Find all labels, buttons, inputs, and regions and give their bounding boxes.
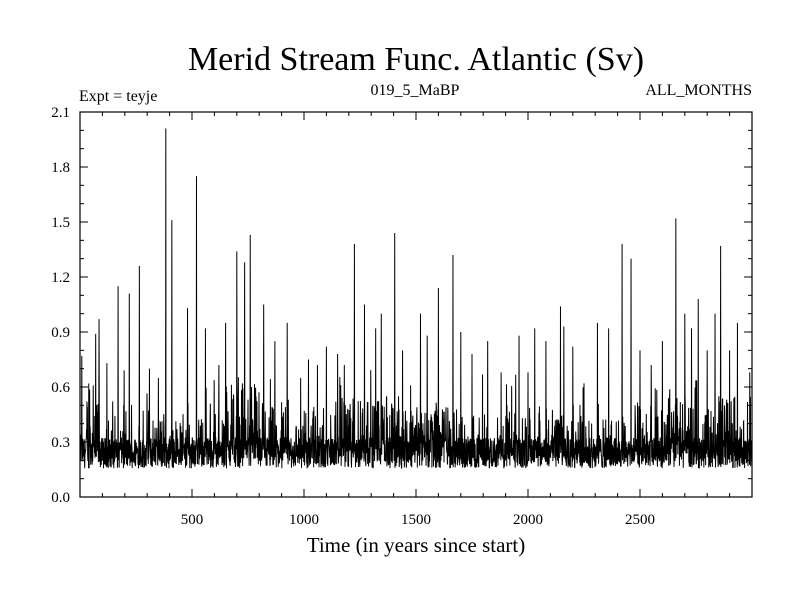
series-line xyxy=(79,128,753,469)
axis-ticks xyxy=(80,111,752,498)
y-tick-label: 1.5 xyxy=(51,215,70,231)
plot-frame xyxy=(79,111,753,498)
y-tick-label: 1.2 xyxy=(51,270,70,286)
x-axis-tick-labels: 500 1000 1500 2000 2500 xyxy=(181,512,655,528)
experiment-label: Expt = teyje xyxy=(79,88,157,105)
x-tick-label: 1000 xyxy=(289,512,319,528)
y-tick-label: 0.9 xyxy=(51,325,70,341)
x-tick-label: 2500 xyxy=(625,512,655,528)
y-tick-label: 1.8 xyxy=(51,160,70,176)
series-layer xyxy=(79,128,753,469)
y-tick-label: 0.0 xyxy=(51,490,70,506)
x-tick-label: 1500 xyxy=(401,512,431,528)
y-tick-label: 0.6 xyxy=(51,380,70,396)
months-label: ALL_MONTHS xyxy=(645,82,752,99)
x-axis-label: Time (in years since start) xyxy=(307,533,526,557)
y-tick-label: 2.1 xyxy=(51,105,70,121)
x-tick-label: 500 xyxy=(181,512,204,528)
chart-title: Merid Stream Func. Atlantic (Sv) xyxy=(188,41,644,78)
y-tick-label: 0.3 xyxy=(51,435,70,451)
x-tick-label: 2000 xyxy=(513,512,543,528)
period-label: 019_5_MaBP xyxy=(371,82,460,99)
y-axis-tick-labels: 0.0 0.3 0.6 0.9 1.2 1.5 1.8 2.1 xyxy=(51,105,70,506)
